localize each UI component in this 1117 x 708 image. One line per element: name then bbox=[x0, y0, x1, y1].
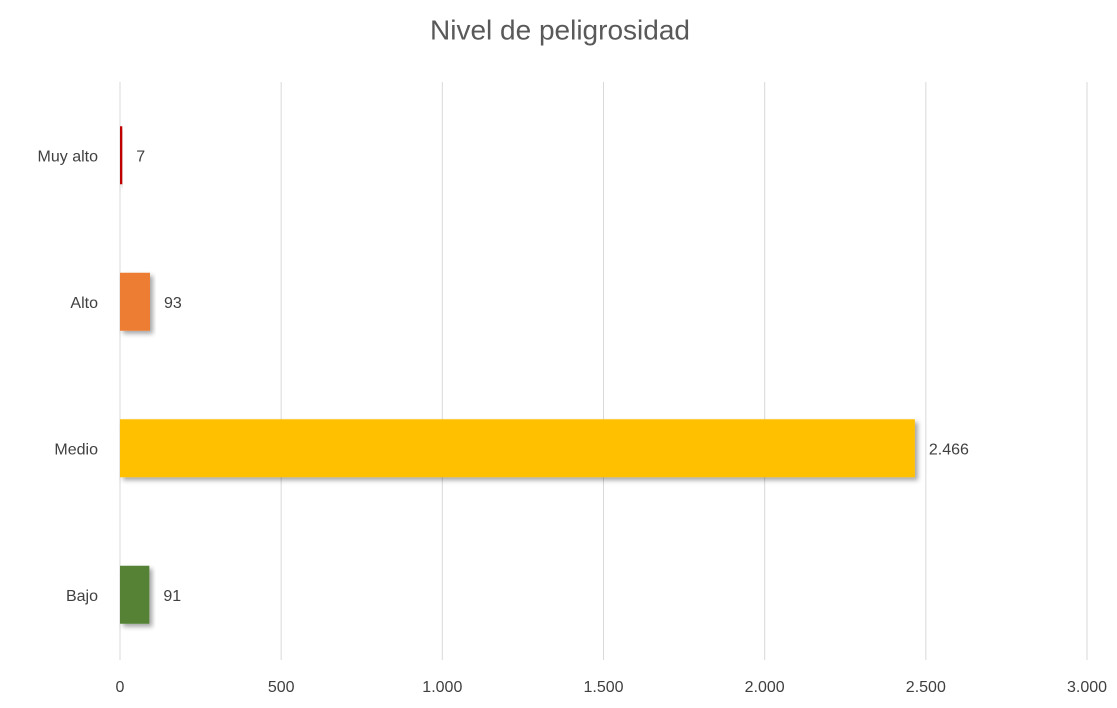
x-tick-label: 3.000 bbox=[1067, 679, 1107, 696]
data-label: 91 bbox=[163, 588, 181, 605]
bar bbox=[120, 419, 915, 478]
x-tick-label: 2.500 bbox=[906, 679, 946, 696]
y-tick-label: Bajo bbox=[66, 588, 98, 605]
data-label: 7 bbox=[136, 148, 145, 165]
x-tick-label: 500 bbox=[268, 679, 295, 696]
y-tick-label: Muy alto bbox=[38, 148, 99, 165]
x-tick-label: 1.000 bbox=[422, 679, 462, 696]
y-tick-label: Alto bbox=[70, 295, 98, 312]
y-tick-label: Medio bbox=[54, 441, 98, 458]
x-tick-label: 1.500 bbox=[583, 679, 623, 696]
bar bbox=[120, 126, 123, 185]
data-label: 2.466 bbox=[929, 441, 969, 458]
bar bbox=[120, 565, 150, 624]
bar bbox=[120, 272, 150, 331]
chart-title: Nivel de peligrosidad bbox=[430, 14, 690, 45]
x-tick-label: 2.000 bbox=[745, 679, 785, 696]
data-label: 93 bbox=[164, 295, 182, 312]
x-tick-label: 0 bbox=[116, 679, 125, 696]
